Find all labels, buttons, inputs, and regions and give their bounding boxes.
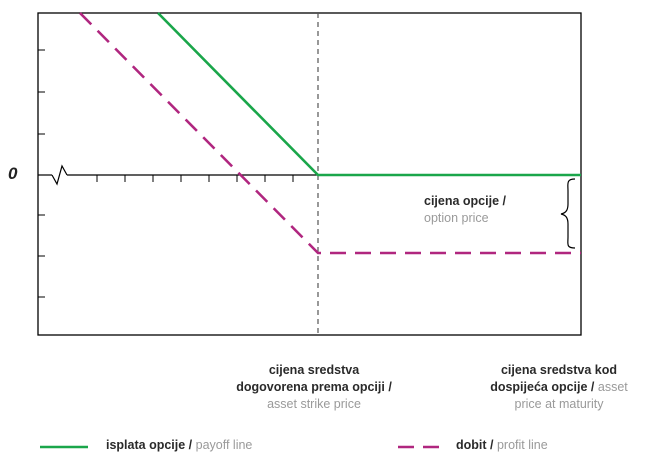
legend-payoff-en: payoff line — [195, 438, 253, 452]
y-axis-ticks — [38, 49, 45, 298]
maturity-price-en-1: asset — [597, 380, 628, 394]
payoff-line — [157, 12, 581, 177]
strike-price-hr-1: cijena sredstva — [268, 363, 360, 377]
zero-label: 0 — [8, 164, 18, 183]
profit-line — [79, 12, 581, 255]
zero-axis — [38, 164, 318, 186]
maturity-price-hr-1: cijena sredstva kod — [500, 363, 618, 377]
option-price-brace — [560, 178, 576, 249]
legend-payoff-hr: isplata opcije / — [106, 438, 193, 452]
x-axis-ticks — [96, 175, 294, 182]
legend-profit-hr: dobit / — [456, 438, 494, 452]
option-price-hr: cijena opcije / — [424, 194, 506, 208]
legend-profit: dobit / profit line — [456, 438, 548, 452]
option-price-label: cijena opcije / option price — [424, 193, 554, 227]
maturity-price-en-2: price at maturity — [514, 397, 604, 411]
legend-profit-en: profit line — [496, 438, 548, 452]
maturity-price-hr-2: dospijeća opcije / asset — [474, 379, 644, 396]
maturity-price-hr-2-text: dospijeća opcije / — [490, 380, 595, 394]
strike-price-hr-2: dogovorena prema opciji / — [236, 380, 392, 394]
maturity-price-label: cijena sredstva kod dospijeća opcije / a… — [474, 362, 644, 413]
legend-payoff: isplata opcije / payoff line — [106, 438, 252, 452]
strike-price-en: asset strike price — [267, 397, 361, 411]
option-price-en: option price — [424, 211, 489, 225]
strike-price-label: cijena sredstva dogovorena prema opciji … — [198, 362, 430, 413]
